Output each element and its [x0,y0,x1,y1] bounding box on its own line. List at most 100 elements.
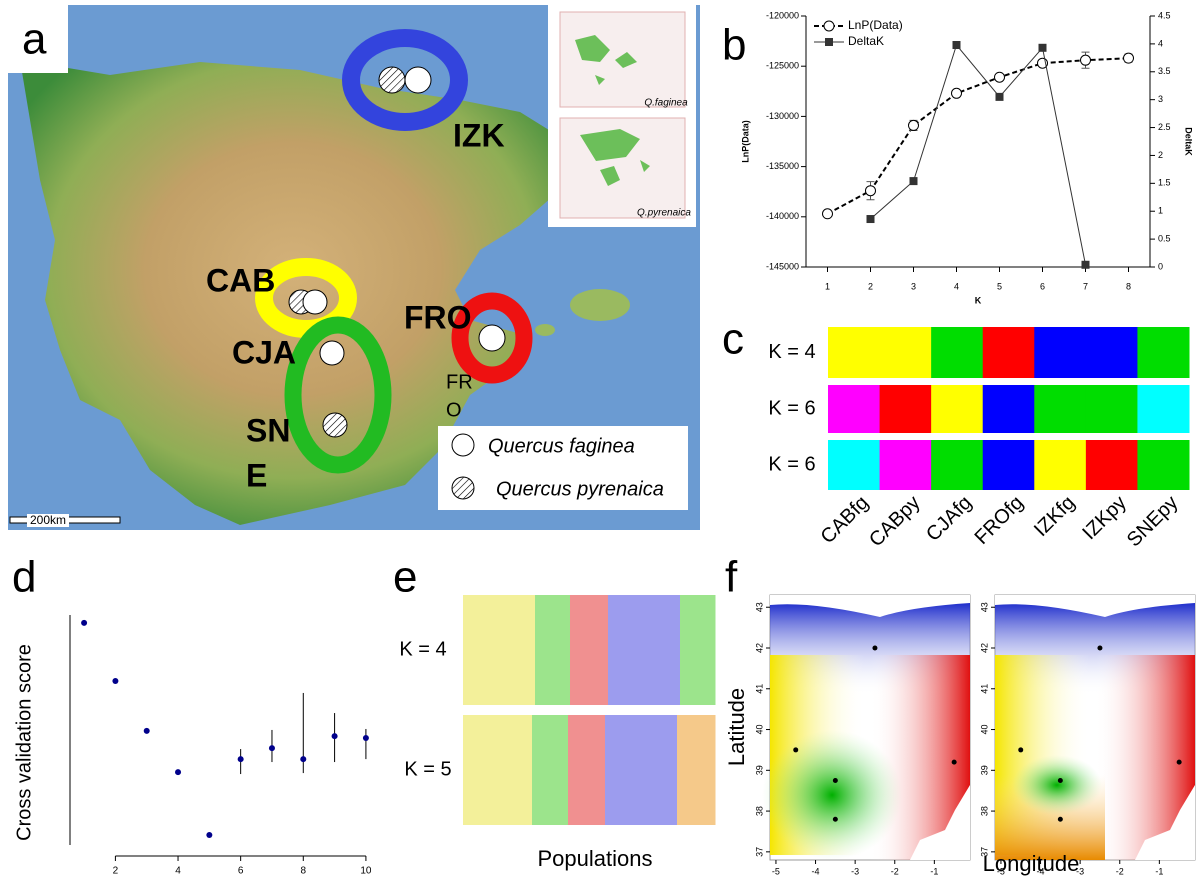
x-axis-label: Populations [538,846,653,871]
site-label: SN [246,412,290,448]
cluster-block [983,385,1035,433]
cluster-block [605,715,678,825]
legend-marker [452,434,474,456]
site-point [1177,760,1182,765]
category-label: CABfg [817,492,873,548]
point [1081,55,1091,65]
panel-letter: a [22,15,47,64]
point [909,120,919,130]
panel-letter: f [725,553,738,602]
point [238,756,244,762]
row-label: K = 6 [768,453,815,475]
y2-tick-label: 0.5 [1158,233,1171,243]
x-tick-label: 7 [1083,281,1088,291]
y-tick-label: -135000 [766,161,799,171]
y-tick-label: -140000 [766,211,799,221]
y-tick-label: 42 [979,643,989,653]
x-tick-label: 6 [238,866,244,877]
x-tick-label: -3 [851,866,859,876]
x-tick-label: -4 [812,866,820,876]
zone [1012,755,1102,815]
site-marker [303,290,327,314]
point [866,186,876,196]
y-axis-label: Latitude [724,688,749,766]
legend-label: DeltaK [848,34,884,48]
x-tick-label: 4 [954,281,959,291]
site-point [1058,778,1063,783]
category-label: IZKfg [1030,492,1079,541]
site-point [1058,817,1063,822]
point [269,745,275,751]
x-tick-label: -2 [891,866,899,876]
y-tick-label: -145000 [766,261,799,271]
x-tick-label: 3 [911,281,916,291]
y-tick-label: -130000 [766,111,799,121]
legend-marker [825,38,833,46]
y-tick-label: 41 [754,684,764,694]
y-axis-label: Cross validation score [13,644,35,841]
cluster-block [535,595,571,705]
y-tick-label: 40 [979,725,989,735]
point [1039,44,1047,52]
point [81,620,87,626]
cluster-block [983,440,1035,490]
y2-tick-label: 4 [1158,38,1163,48]
y-tick-label: 39 [754,765,764,775]
series-line [871,45,1086,265]
y-tick-label: 42 [754,643,764,653]
site-label: CJA [232,334,296,370]
site-marker [379,67,405,93]
y2-tick-label: 1.5 [1158,178,1171,188]
y-tick-label: -120000 [766,10,799,20]
cluster-block [983,327,1035,378]
row-label: K = 5 [404,758,451,780]
y2-tick-label: 3.5 [1158,66,1171,76]
cluster-block [1034,440,1086,490]
category-label: CABpy [865,492,925,552]
panel-letter: c [722,315,744,364]
cluster-block [828,385,880,433]
cluster-block [463,595,536,705]
y-axis-label: LnP(Data) [740,120,750,163]
cluster-block [828,440,880,490]
cluster-block [680,595,716,705]
cluster-block [931,440,983,490]
x-tick-label: 1 [825,281,830,291]
point [995,72,1005,82]
y-tick-label: 43 [754,602,764,612]
site-point [872,646,877,651]
y-tick-label: -125000 [766,61,799,71]
point [332,733,338,739]
x-tick-label: 2 [113,866,119,877]
x-tick-label: -5 [772,866,780,876]
cluster-block [532,715,569,825]
site-point [793,747,798,752]
site-label: CAB [206,262,275,298]
x-tick-label: -2 [1116,866,1124,876]
site-label: E [246,457,267,493]
cluster-block [880,385,932,433]
x-tick-label: -1 [930,866,938,876]
point [952,88,962,98]
cluster-block [677,715,716,825]
stray-label: O [446,399,462,421]
site-marker [405,67,431,93]
point [867,215,875,223]
site-point [1097,646,1102,651]
cluster-block [1137,385,1189,433]
legend-label: Quercus pyrenaica [496,478,664,500]
inset-label: Q.pyrenaica [637,208,691,219]
category-label: CJAfg [922,492,976,546]
x-tick-label: 6 [1040,281,1045,291]
y2-tick-label: 4.5 [1158,10,1171,20]
x-tick-label: 2 [868,281,873,291]
site-marker [320,341,344,365]
legend-label: Quercus faginea [488,435,635,457]
y2-tick-label: 3 [1158,94,1163,104]
cluster-block [931,385,983,433]
point [996,93,1004,101]
panel-letter: b [722,21,746,70]
cluster-block [1034,385,1086,433]
cluster-block [880,327,932,378]
figure: Q.faginea Q.pyrenaica a IZK CAB CJA FRO … [0,0,1201,885]
